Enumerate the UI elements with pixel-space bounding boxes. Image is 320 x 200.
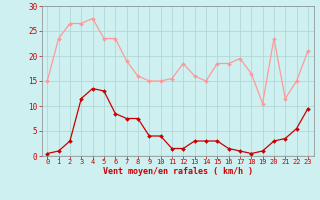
X-axis label: Vent moyen/en rafales ( km/h ): Vent moyen/en rafales ( km/h ): [103, 167, 252, 176]
